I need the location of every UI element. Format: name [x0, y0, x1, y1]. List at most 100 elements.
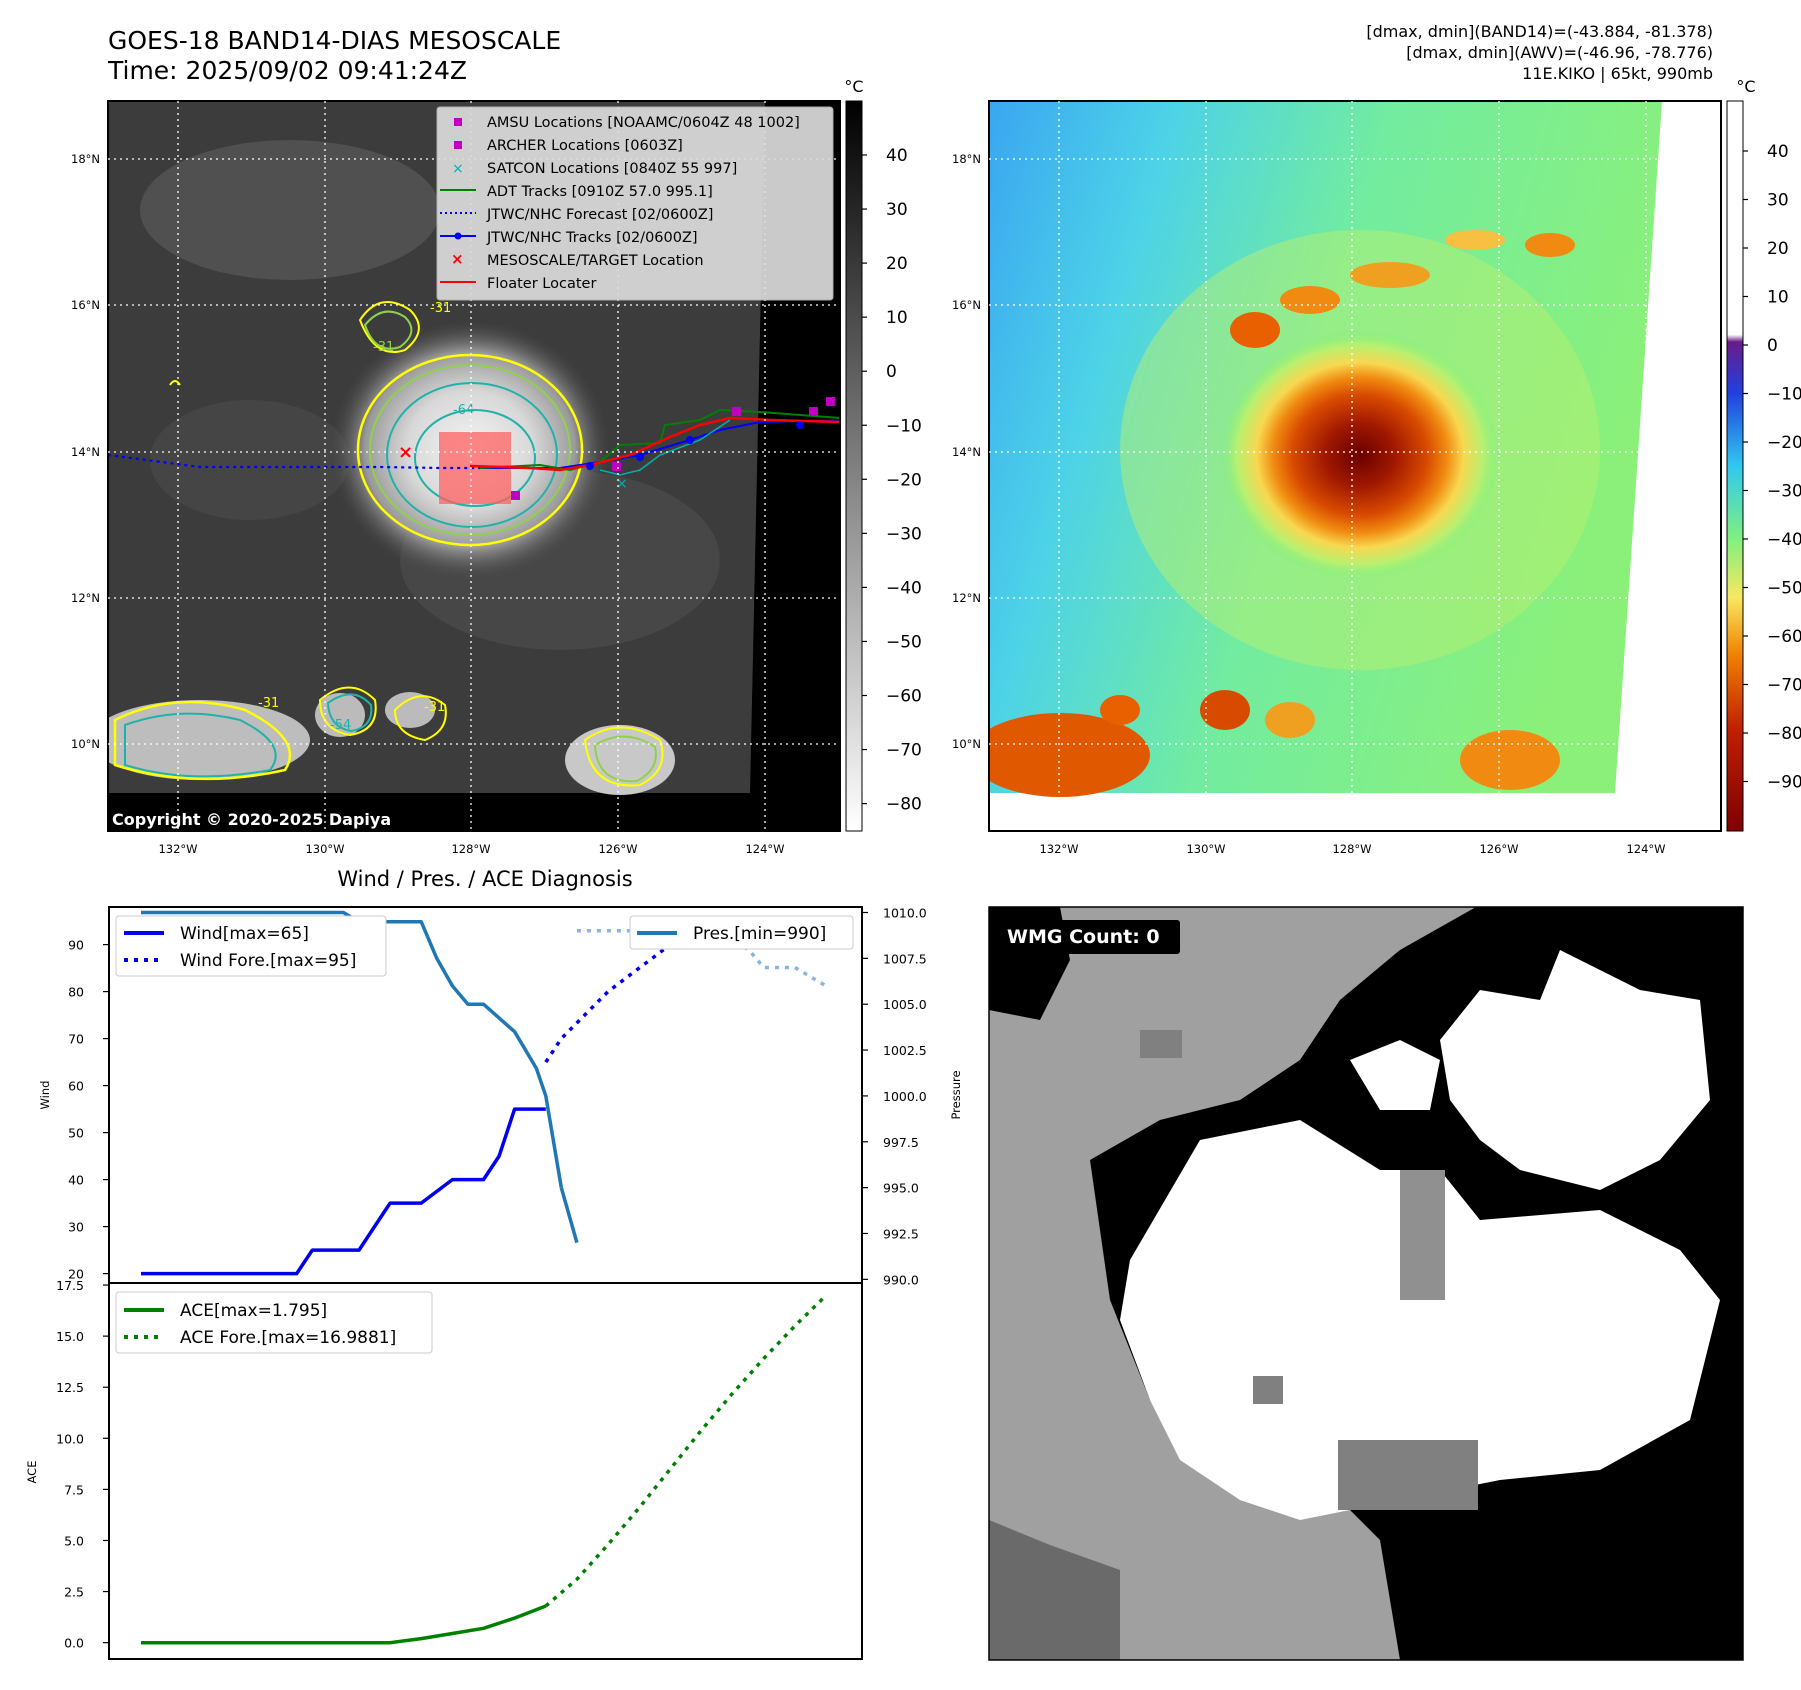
ace-forecast-line: [544, 1294, 828, 1608]
colorbar-tick-label: −10: [886, 416, 922, 436]
satcon-marker: ×: [616, 476, 628, 492]
colorbar-tick-label: 10: [886, 308, 908, 328]
lat-label: 12°N: [71, 591, 100, 605]
svg-text:×: ×: [451, 250, 464, 268]
pressure-legend: [629, 915, 854, 950]
wv-map-grid: [989, 101, 1721, 831]
lon-label: 128°W: [451, 842, 490, 856]
ir-colorbar: °C 40 30 20 10 0 −10 −20 −30 −40 −50 −60 −70 −80: [844, 77, 922, 832]
colorbar-tick-label: −10: [1767, 385, 1801, 405]
lat-label: 10°N: [952, 737, 981, 751]
wv-cluster-s: [1460, 730, 1560, 790]
legend-floater: Floater Locater: [487, 276, 596, 292]
lat-label: 16°N: [71, 298, 100, 312]
lat-label: 10°N: [71, 737, 100, 751]
colorbar-tick-label: −30: [886, 524, 922, 544]
wmg-label-box: [999, 920, 1180, 954]
lat-label: 14°N: [952, 445, 981, 459]
legend-wind-forecast: Wind Fore.[max=95]: [180, 951, 356, 971]
wind-tick-label: 90: [68, 938, 84, 953]
lon-label: 132°W: [158, 842, 197, 856]
jtwc-track: [480, 419, 840, 469]
copyright: Copyright © 2020-2025 Dapiya: [112, 810, 391, 829]
contour-teal-inner: [414, 409, 536, 507]
legend-ace: ACE[max=1.795]: [180, 1301, 327, 1321]
lon-label: 128°W: [1332, 842, 1371, 856]
pressure-tick-label: 997.5: [883, 1135, 919, 1150]
amsu-marker: [511, 491, 520, 500]
lon-label: 124°W: [745, 842, 784, 856]
lon-label: 126°W: [1479, 842, 1518, 856]
legend-tracks: JTWC/NHC Tracks [02/0600Z]: [486, 230, 698, 246]
contour-label: -64: [453, 403, 474, 418]
ace-chart: 17.5 15.0 12.5 10.0 7.5 5.0 2.5 0.0 ACE ACE[max…: [25, 1278, 863, 1660]
chart-title: GOES-18 BAND14-DIAS MESOSCALE: [108, 26, 562, 55]
legend-amsu: AMSU Locations [NOAAMC/0604Z 48 1002]: [487, 115, 800, 131]
wmg-frame: [988, 906, 1744, 1661]
ace-tick-label: 12.5: [56, 1380, 84, 1395]
wind-tick-label: 30: [68, 1220, 84, 1235]
colorbar-tick-label: 0: [1767, 336, 1778, 356]
ace-tick-label: 2.5: [64, 1585, 84, 1600]
archer-marker: [732, 407, 741, 416]
contour-label: -31: [430, 301, 451, 316]
wv-colorbar: °C 40 30 20 10 0 −10 −20 −30 −40 −50 −60 −70 −80 −90: [1726, 77, 1801, 832]
contour-label: -31: [258, 696, 279, 711]
wind-legend: [115, 915, 387, 977]
colorbar-tick-label: −70: [886, 741, 922, 761]
pressure-tick-label: 990.0: [883, 1272, 919, 1287]
colorbar-tick-label: −20: [1767, 433, 1801, 453]
wind-tick-label: 70: [68, 1032, 84, 1047]
colorbar-tick-label: −60: [886, 687, 922, 707]
cloud-cluster-sw: [108, 700, 310, 780]
wind-tick-label: 20: [68, 1267, 84, 1282]
colorbar-tick-label: −30: [1767, 482, 1801, 502]
legend-target: MESOSCALE/TARGET Location: [487, 253, 704, 269]
ir-map-frame: [107, 100, 841, 832]
lon-label: 132°W: [1039, 842, 1078, 856]
diagnosis-title: Wind / Pres. / ACE Diagnosis: [337, 867, 632, 891]
wind-tick-label: 40: [68, 1173, 84, 1188]
ace-tick-label: 5.0: [64, 1533, 84, 1548]
floater-track: [469, 416, 840, 472]
contour-label: -31: [424, 700, 445, 715]
pressure-line: [141, 910, 564, 1188]
colorbar-tick-label: 30: [1767, 191, 1789, 211]
ace-legend: [115, 1291, 433, 1354]
colorbar-tick-label: −80: [1767, 724, 1801, 744]
wind-axis-label: Wind: [38, 1081, 52, 1110]
lat-label: 14°N: [71, 445, 100, 459]
lon-label: 126°W: [598, 842, 637, 856]
pressure-tick-label: 992.5: [883, 1226, 919, 1241]
info-awv: [dmax, dmin](AWV)=(-46.96, -78.776): [1406, 43, 1713, 62]
contour-teal-outer: [386, 382, 558, 528]
ace-tick-label: 0.0: [64, 1636, 84, 1651]
lat-label: 18°N: [71, 152, 100, 166]
colorbar-tick-label: −90: [1767, 773, 1801, 793]
wind-tick-label: 50: [68, 1126, 84, 1141]
info-band14: [dmax, dmin](BAND14)=(-43.884, -81.378): [1366, 22, 1713, 41]
storm-cloud-wv: [1220, 330, 1500, 580]
contour-label: -31: [373, 340, 394, 355]
target-marker: ×: [398, 442, 413, 463]
lon-label: 124°W: [1626, 842, 1665, 856]
wind-tick-label: 60: [68, 1079, 84, 1094]
wmg-panel: WMG Count: 0: [988, 906, 1744, 1661]
colorbar-unit: °C: [844, 77, 863, 96]
ace-tick-label: 10.0: [56, 1431, 84, 1446]
colorbar-tick-label: −50: [886, 632, 922, 652]
colorbar-tick-label: 0: [886, 362, 897, 382]
wmg-warm-region: [1120, 1120, 1720, 1520]
lat-label: 16°N: [952, 298, 981, 312]
colorbar-tick-label: −40: [886, 578, 922, 598]
legend-symbols: × ×: [440, 118, 476, 283]
legend-adt: ADT Tracks [0910Z 57.0 995.1]: [487, 184, 713, 200]
legend-forecast: JTWC/NHC Forecast [02/0600Z]: [486, 207, 713, 223]
contour-label: -54: [330, 718, 351, 733]
legend-ace-forecast: ACE Fore.[max=16.9881]: [180, 1328, 396, 1348]
ace-tick-label: 7.5: [64, 1482, 84, 1497]
svg-text:×: ×: [452, 161, 464, 177]
lat-label: 12°N: [952, 591, 981, 605]
colorbar-tick-label: 20: [886, 254, 908, 274]
